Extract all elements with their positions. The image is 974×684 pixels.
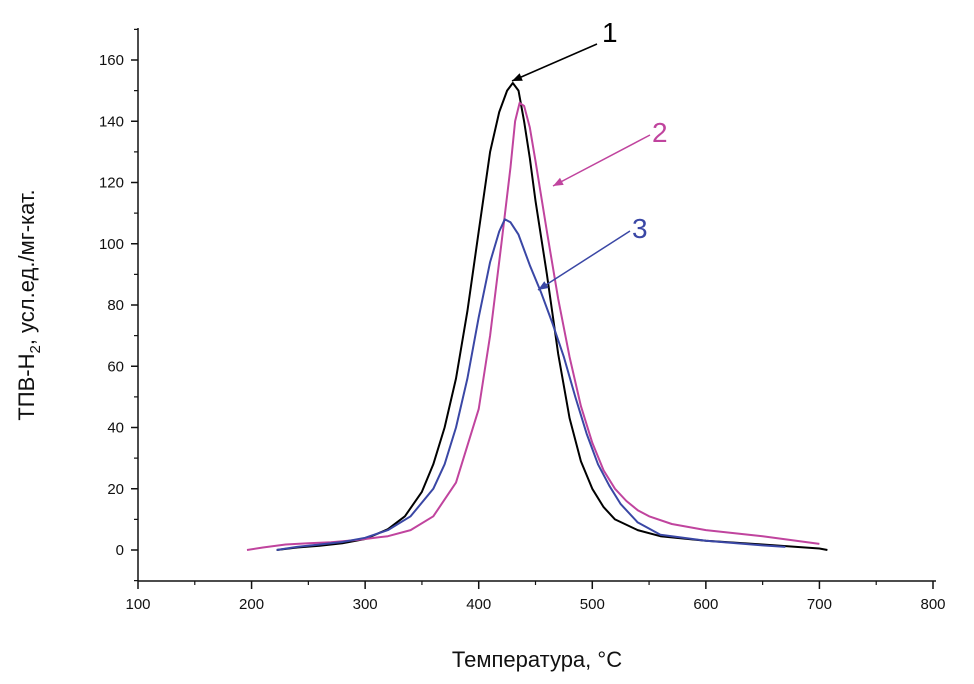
y-axis-title-subscript: 2 [27, 345, 44, 353]
y-tick-label: 140 [99, 113, 124, 130]
y-tick-label: 120 [99, 175, 124, 192]
x-tick-label: 400 [466, 596, 491, 613]
y-axis-title-rest: , усл.ед./мг-кат. [14, 189, 39, 345]
y-tick-label: 0 [116, 542, 124, 559]
chart-axes [137, 28, 936, 582]
callout-leader-1 [511, 43, 598, 82]
x-tick-label: 600 [693, 596, 718, 613]
series-line-2 [246, 101, 820, 551]
y-tick-label: 40 [107, 420, 124, 437]
x-axis-title: Температура, °С [452, 647, 622, 672]
y-axis-title: ТПВ-H2, усл.ед./мг-кат. [14, 189, 44, 420]
y-tick-label: 60 [107, 358, 124, 375]
series-line-3 [276, 218, 786, 551]
callout-leader-3 [537, 230, 631, 291]
callout-label-2: 2 [652, 117, 668, 148]
x-tick-label: 200 [239, 596, 264, 613]
callout-layer: 1 2 3 [511, 17, 668, 291]
x-tick-label: 700 [807, 596, 832, 613]
y-tick-label: 100 [99, 236, 124, 253]
y-axis-title-main: ТПВ-H [14, 354, 39, 421]
callout-label-3: 3 [632, 213, 648, 244]
y-ticks: 0 20 40 60 80 100 120 140 160 [99, 28, 138, 582]
y-tick-label: 20 [107, 481, 124, 498]
series-layer [246, 82, 828, 551]
series-line-1 [276, 82, 828, 551]
callout-arrowhead-3 [538, 281, 549, 290]
callout-arrowhead-1 [512, 73, 523, 81]
x-tick-label: 100 [125, 596, 150, 613]
y-tick-label: 80 [107, 297, 124, 314]
x-tick-label: 500 [580, 596, 605, 613]
callout-arrowhead-2 [553, 177, 564, 186]
callout-leader-2 [552, 134, 651, 187]
x-tick-label: 800 [920, 596, 945, 613]
x-ticks: 100 200 300 400 500 600 700 800 [125, 581, 946, 613]
x-tick-label: 300 [353, 596, 378, 613]
callout-label-1: 1 [602, 17, 618, 48]
y-tick-label: 160 [99, 52, 124, 69]
